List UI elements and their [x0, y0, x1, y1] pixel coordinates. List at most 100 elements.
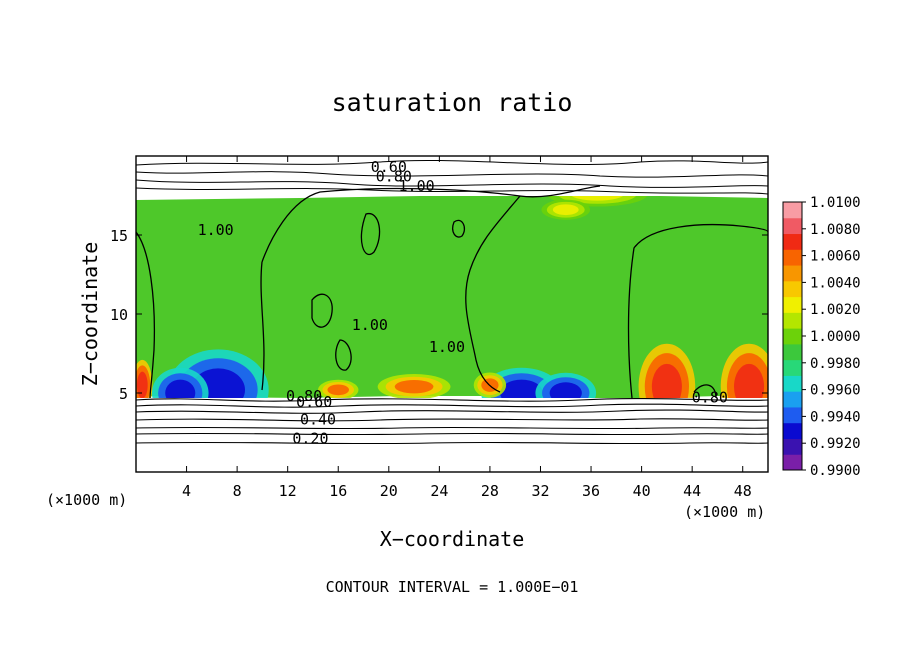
x-tick-label: 40: [633, 482, 651, 500]
contour-labels: 0.600.801.001.001.001.000.800.600.400.20…: [198, 158, 728, 448]
contour-label: 1.00: [429, 338, 465, 356]
field-feature-dry_blue: [549, 382, 582, 398]
contour-label: 0.20: [292, 430, 328, 448]
colorbar-swatch: [783, 375, 802, 392]
colorbar-label: 1.0100: [810, 195, 861, 211]
contour-line: [452, 219, 466, 238]
colorbar-label: 0.9980: [810, 356, 861, 372]
y-axis: 5 10 15: [110, 227, 768, 403]
moist-layer: [136, 196, 768, 398]
colorbar-swatch: [783, 312, 802, 329]
plot-area: 0.600.801.001.001.001.000.800.600.400.20…: [136, 156, 768, 472]
colorbar: 1.0100 1.0080 1.0060 1.0040 1.0020 1.0000 0.99…: [782, 195, 861, 479]
x-tick-label: 28: [481, 482, 499, 500]
colorbar-swatch: [783, 233, 802, 250]
contour-label: 0.40: [300, 411, 336, 429]
colorbar-label: 1.0000: [810, 329, 861, 345]
contour-line: [136, 231, 155, 399]
contour-line: [136, 398, 768, 402]
field-feature-dry_blue: [165, 379, 196, 398]
colorbar-label: 0.9940: [810, 409, 861, 425]
colorbar-swatch: [783, 406, 802, 424]
colorbar-label: 0.9920: [810, 436, 861, 452]
colorbar-swatch: [783, 217, 802, 235]
colorbar-label: 1.0040: [810, 275, 861, 291]
moist-region: [136, 196, 768, 398]
interior-contours: [136, 185, 768, 399]
field-feature-dry_blue: [500, 379, 544, 398]
contour-line: [136, 418, 768, 422]
colorbar-label: 0.9960: [810, 383, 861, 399]
x-tick-label: 16: [329, 482, 347, 500]
colorbar-label: 1.0020: [810, 302, 861, 318]
x-tick-label: 32: [531, 482, 549, 500]
x-tick-label: 4: [182, 482, 191, 500]
contour-label: 1.00: [198, 221, 234, 239]
contour-line: [693, 384, 717, 399]
colorbar-swatch: [783, 265, 802, 282]
y-tick-label: 10: [110, 306, 128, 324]
x-unit-right: (×1000 m): [684, 503, 765, 521]
contour-line: [311, 293, 333, 328]
contour-line: [627, 224, 768, 399]
contour-interval-note: CONTOUR INTERVAL = 1.000E−01: [326, 578, 579, 596]
colorbar-label: 0.9900: [810, 463, 861, 479]
chart-title: saturation ratio: [332, 88, 573, 117]
x-axis: 4 8 12 16 20 24 28 32 36 40 44 48: [182, 156, 752, 500]
colorbar-swatch: [783, 359, 802, 376]
x-tick-label: 24: [430, 482, 448, 500]
colorbar-swatch: [783, 454, 802, 471]
colorbar-swatch: [783, 438, 802, 455]
colorbar-swatch: [783, 391, 802, 408]
colorbar-swatch: [783, 422, 802, 439]
contour-line: [465, 195, 521, 393]
lower-contours: [136, 398, 768, 445]
x-unit-left: (×1000 m): [46, 491, 127, 509]
field-feature-moist_red: [651, 363, 682, 398]
colorbar-swatch: [783, 343, 802, 361]
colorbar-swatch: [783, 296, 802, 313]
x-tick-label: 44: [683, 482, 701, 500]
contour-label: 0.80: [376, 167, 412, 185]
field-feature-moist_red: [136, 371, 148, 398]
colorbar-swatch: [783, 202, 802, 219]
contour-label: 1.00: [352, 316, 388, 334]
contour-line: [136, 159, 768, 166]
field-feature-moist_yellow: [552, 204, 579, 216]
contour-label: 0.60: [371, 158, 407, 176]
field-feature-moist_orange: [394, 379, 434, 394]
x-tick-label: 48: [734, 482, 752, 500]
colorbar-swatch: [783, 249, 802, 266]
colorbar-swatch: [783, 328, 802, 345]
contour-line: [136, 403, 768, 408]
x-tick-label: 20: [380, 482, 398, 500]
contour-line: [360, 213, 381, 255]
contour-line: [261, 185, 601, 263]
colorbar-swatch: [783, 280, 802, 298]
contour-label: 0.80: [692, 388, 728, 406]
contour-line: [335, 339, 352, 371]
contour-line: [136, 179, 768, 188]
y-tick-label: 15: [110, 227, 128, 245]
field-feature-moist_yellow: [571, 196, 623, 201]
contour-label: 0.60: [296, 393, 332, 411]
contour-label: 1.00: [399, 177, 435, 195]
field-feature-moist_orange: [327, 384, 349, 396]
x-tick-label: 8: [233, 482, 242, 500]
contour-line: [136, 171, 768, 178]
x-axis-label: X−coordinate: [380, 527, 525, 551]
contour-line: [136, 409, 768, 414]
x-tick-label: 36: [582, 482, 600, 500]
y-axis-label: Z−coordinate: [78, 242, 102, 387]
field-features: [136, 196, 768, 398]
contour-line: [136, 441, 768, 445]
colorbar-label: 1.0060: [810, 249, 861, 265]
contour-label: 0.80: [286, 387, 322, 405]
field-feature-moist_red: [734, 363, 765, 398]
contour-line: [260, 261, 265, 391]
y-tick-label: 5: [119, 385, 128, 403]
contour-line: [136, 426, 768, 430]
x-tick-label: 12: [279, 482, 297, 500]
